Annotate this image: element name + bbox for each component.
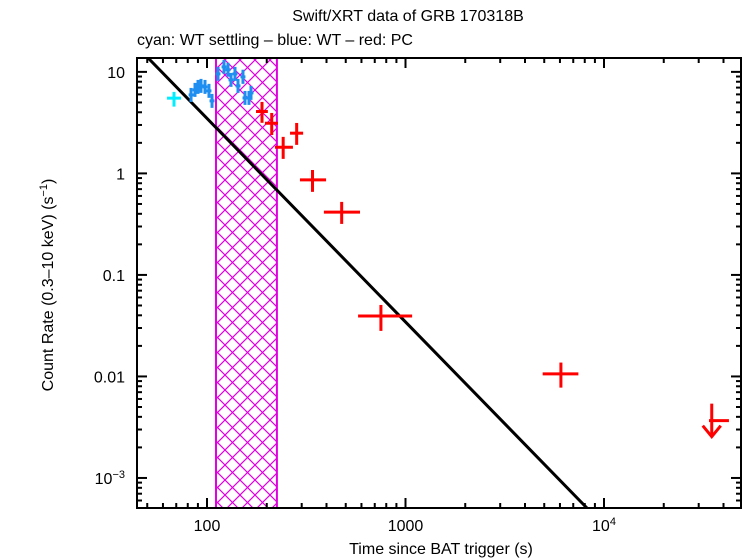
wt-settling-data-point [167,91,182,107]
pc-data-point [264,112,279,135]
wt-data-point [188,87,194,102]
wt-data-point [215,66,221,81]
pc-data-point [274,136,293,159]
wt-data-point [221,59,227,74]
pc-data-point [256,101,268,123]
y-axis-label: Count Rate (0.3–10 keV) (s−1) [38,179,57,392]
x-tick-label-exponent: 4 [610,516,616,528]
wt-data-point [248,85,254,100]
pc-data-point [299,170,327,192]
down-arrow-icon [701,424,722,440]
plot-frame [136,57,742,509]
model-line-group [147,58,589,508]
y-axis-label-suffix: ) [40,179,57,184]
wt-data-point [202,79,208,94]
pc-data-point [290,122,304,145]
chart-subtitle-legend: cyan: WT settling – blue: WT – red: PC [137,32,413,49]
wt-data-point [232,66,238,81]
y-tick-label: 0.01 [94,369,125,386]
y-tick-label-base: 0.01 [94,369,125,386]
wt-settling-series [167,91,182,107]
chart-title: Swift/XRT data of GRB 170318B [292,8,524,25]
x-tick-label: 1000 [388,518,424,535]
y-tick-label-base: 10 [95,471,113,488]
wt-data-point [209,93,215,108]
pc-data-point [542,362,579,388]
x-axis-label: Time since BAT trigger (s) [349,541,533,558]
model-fit-line [147,58,589,508]
wt-data-point [228,72,234,87]
wt-data-point [240,69,246,84]
shaded-time-region [214,57,278,509]
y-tick-label: 0.1 [103,268,125,285]
x-tick-label: 104 [592,516,616,535]
pc-data-point [323,201,361,224]
y-tick-label: 10 [107,65,125,82]
y-axis-label-main: Count Rate (0.3–10 keV) (s [40,197,57,392]
y-tick-label: 10−3 [95,469,125,488]
wt-series [188,59,254,108]
wt-data-point [235,78,241,93]
x-tick-label-base: 10 [592,518,610,535]
plot-area [136,57,742,509]
y-axis-label-superscript: −1 [38,184,50,197]
y-tick-label-exponent: −3 [112,469,125,481]
pc-series [256,101,729,440]
y-tick-label-base: 0.1 [103,268,125,285]
y-tick-label-base: 1 [116,166,125,183]
pc-upper-limit [701,403,729,440]
pc-data-point [358,304,413,331]
x-tick-label-base: 100 [194,518,221,535]
x-tick-label: 100 [194,518,221,535]
y-tick-label-base: 10 [107,65,125,82]
x-tick-label-base: 1000 [388,518,424,535]
data-series-group [167,59,729,440]
y-tick-label: 1 [116,166,125,183]
wt-data-point [206,83,212,98]
wt-data-point [225,62,231,77]
